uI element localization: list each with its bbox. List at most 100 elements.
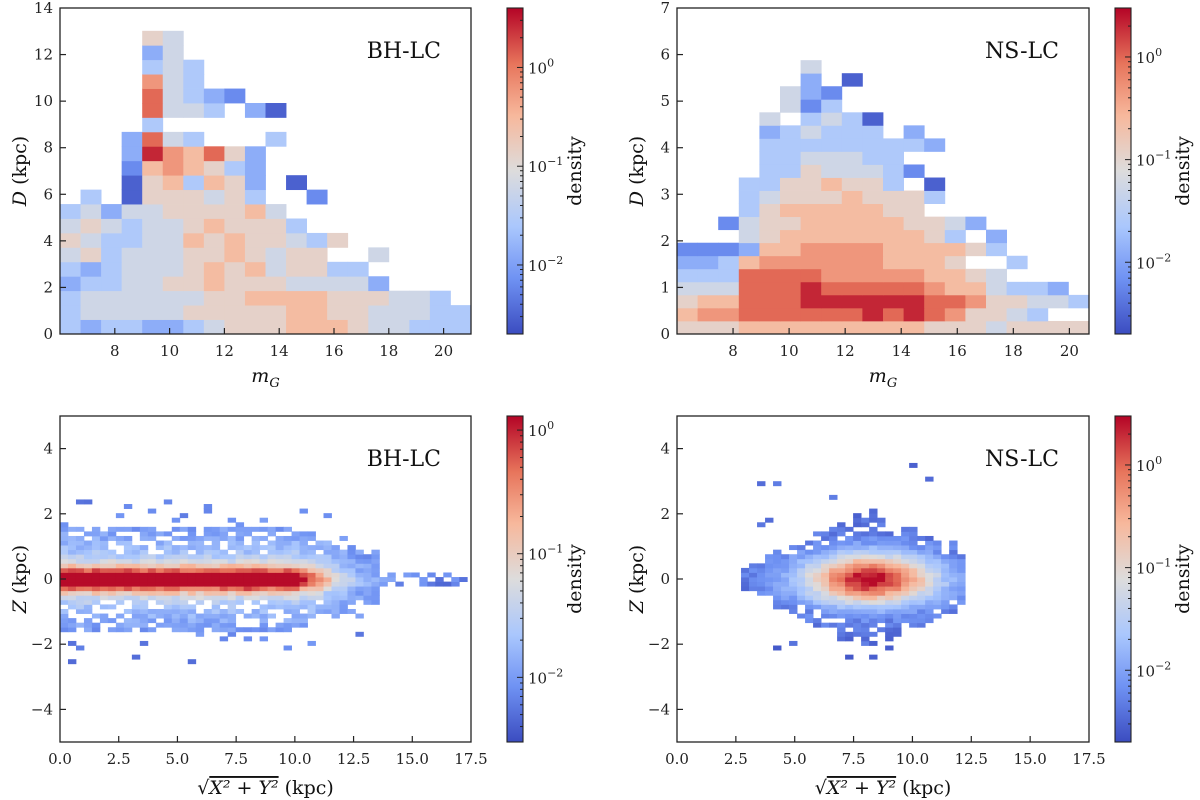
heatmap-cell [933, 595, 942, 601]
heatmap-cell [187, 608, 197, 614]
heatmap-cell [251, 545, 261, 551]
colorbar-tick-label: 100 [1136, 454, 1162, 475]
heatmap-cell [805, 577, 814, 583]
heatmap-cell [155, 558, 165, 564]
x-tick-label: 12 [215, 342, 234, 360]
heatmap-cell [235, 531, 245, 537]
heatmap-cell [203, 622, 213, 628]
heatmap-cell [331, 608, 340, 614]
heatmap-cell [821, 138, 843, 152]
heatmap-cell [107, 567, 117, 573]
heatmap-cell [139, 567, 149, 573]
heatmap-cell [862, 242, 884, 257]
heatmap-cell [853, 595, 862, 601]
heatmap-cell [91, 567, 101, 573]
heatmap-cell [780, 320, 801, 335]
heatmap-cell [697, 294, 719, 309]
heatmap-cell [244, 261, 266, 277]
heatmap-cell [224, 146, 246, 162]
heatmap-cell [162, 290, 184, 306]
heatmap-cell [142, 319, 164, 335]
heatmap-cell [101, 247, 123, 263]
heatmap-cell [901, 577, 910, 583]
heatmap-cell [869, 558, 878, 564]
heatmap-cell [244, 290, 266, 306]
heatmap-cell [187, 526, 197, 532]
heatmap-cell [883, 281, 904, 296]
heatmap-cell [883, 255, 904, 270]
heatmap-cell [877, 572, 886, 578]
heatmap-cell [123, 545, 133, 551]
heatmap-cell [107, 554, 117, 560]
heatmap-cell [75, 586, 85, 592]
heatmap-cell [155, 545, 165, 551]
heatmap-cell [885, 572, 894, 578]
heatmap-cell [379, 581, 388, 587]
heatmap-cell [893, 604, 902, 610]
heatmap-cell [829, 581, 838, 587]
heatmap-cell [780, 307, 801, 322]
heatmap-cell [265, 247, 287, 263]
axes-frame [59, 7, 472, 335]
heatmap-cell [83, 627, 93, 633]
heatmap-cell [949, 554, 958, 560]
heatmap-cell [347, 608, 356, 614]
heatmap-cell [195, 613, 205, 619]
heatmap-cell [781, 599, 790, 605]
heatmap-cell [163, 549, 173, 555]
heatmap-cell [147, 618, 157, 624]
heatmap-cell [371, 595, 380, 601]
heatmap-cell [307, 549, 316, 555]
heatmap-cell [773, 563, 782, 569]
heatmap-cell [841, 229, 863, 244]
heatmap-cell [224, 218, 246, 234]
heatmap-cell [315, 595, 324, 601]
heatmap-cell [251, 572, 261, 578]
heatmap-cell [877, 618, 886, 624]
heatmap-cell [163, 558, 173, 564]
heatmap-cell [121, 131, 143, 147]
heatmap-cell [267, 554, 276, 560]
heatmap-cell [60, 276, 81, 292]
heatmap-cell [853, 535, 862, 541]
heatmap-cell [789, 590, 798, 596]
heatmap-cell [131, 590, 141, 596]
heatmap-cell [323, 540, 332, 546]
heatmap-cell [306, 247, 328, 263]
y-tick-label: 0 [660, 325, 670, 343]
heatmap-cell [171, 586, 181, 592]
heatmap-cell [307, 595, 316, 601]
heatmap-cell [883, 229, 904, 244]
heatmap-cell [283, 618, 292, 624]
heatmap-cell [139, 604, 149, 610]
heatmap-cell [224, 232, 246, 248]
heatmap-cell [677, 307, 698, 322]
heatmap-cell [162, 74, 184, 89]
heatmap-cell [299, 613, 308, 619]
heatmap-cell [789, 581, 798, 587]
heatmap-cell [267, 595, 276, 601]
heatmap-cell [862, 268, 884, 283]
heatmap-cell [307, 563, 316, 569]
y-tick-label: 0 [43, 325, 53, 343]
heatmap-cell [203, 549, 213, 555]
heatmap-cell [797, 549, 806, 555]
heatmap-cell [183, 261, 205, 277]
heatmap-cell [949, 558, 958, 564]
heatmap-cell [741, 586, 750, 592]
heatmap-cell [986, 294, 1007, 309]
heatmap-cell [371, 572, 380, 578]
heatmap-cell [885, 645, 894, 651]
heatmap-cell [235, 599, 245, 605]
heatmap-cell [853, 517, 862, 523]
heatmap-cell [841, 177, 863, 191]
heatmap-cell [251, 586, 261, 592]
heatmap-cell [67, 567, 77, 573]
heatmap-cell [179, 526, 189, 532]
heatmap-cell [869, 618, 878, 624]
heatmap-cell [163, 604, 173, 610]
x-axis-label: √X² + Y² (kpc) [197, 777, 334, 799]
heatmap-cell [903, 164, 925, 178]
heatmap-cell [187, 567, 197, 573]
heatmap-cell [371, 599, 380, 605]
